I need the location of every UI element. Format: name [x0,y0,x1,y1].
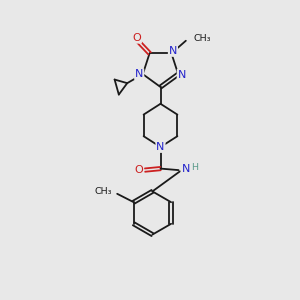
Text: H: H [191,163,198,172]
Text: CH₃: CH₃ [194,34,211,43]
Text: N: N [135,69,143,79]
Text: N: N [182,164,190,175]
Text: CH₃: CH₃ [94,188,112,196]
Text: N: N [169,46,177,56]
Text: N: N [178,70,186,80]
Text: N: N [156,142,165,152]
Text: O: O [132,33,141,43]
Text: O: O [134,165,143,175]
